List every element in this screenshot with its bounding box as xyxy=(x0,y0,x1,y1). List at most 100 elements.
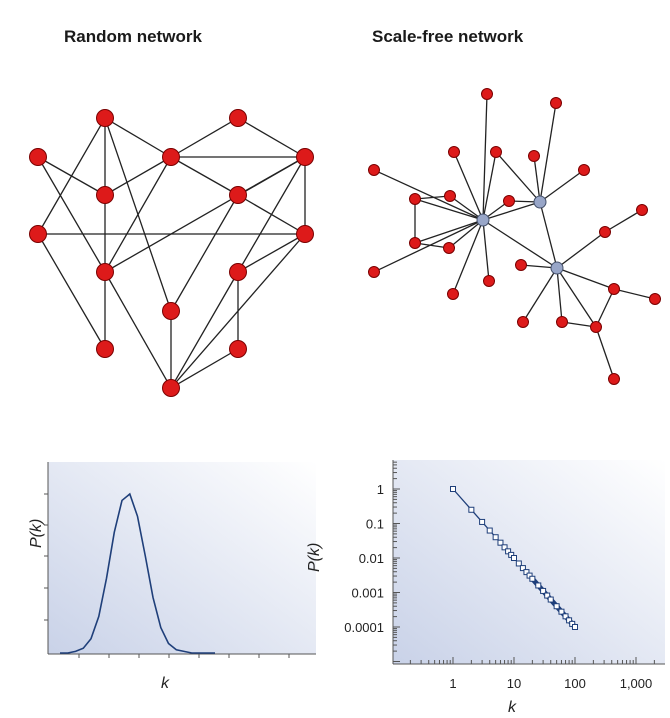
x-tick-label: 1,000 xyxy=(620,676,653,691)
node xyxy=(483,275,495,287)
node xyxy=(368,266,380,278)
scale-free-network-title: Scale-free network xyxy=(372,27,524,46)
node xyxy=(29,148,47,166)
plot-right-ylabel-text: P(k) xyxy=(306,542,323,572)
data-point xyxy=(553,603,560,610)
node xyxy=(229,109,247,127)
data-point xyxy=(566,617,573,624)
data-point xyxy=(497,539,504,546)
edge xyxy=(37,156,106,273)
node xyxy=(550,97,562,109)
x-tick-label: 10 xyxy=(507,676,521,691)
node xyxy=(443,242,455,254)
random-degree-distribution-plot xyxy=(44,462,316,658)
scale-free-degree-distribution-plot: 1 10 100 1,000 1 0.1 0.01 0.001 0.0001 xyxy=(344,460,665,691)
data-point xyxy=(486,527,493,534)
edge xyxy=(482,201,541,221)
data-point xyxy=(501,544,508,551)
edge xyxy=(539,102,557,203)
data-point xyxy=(535,582,542,589)
y-tick-label: 0.0001 xyxy=(344,620,384,635)
edge xyxy=(104,156,172,273)
edge xyxy=(104,156,172,196)
node xyxy=(649,293,661,305)
node xyxy=(481,88,493,100)
edge xyxy=(556,267,597,328)
edge xyxy=(104,117,172,158)
edge xyxy=(522,267,558,323)
node xyxy=(409,193,421,205)
edge xyxy=(539,201,558,269)
edge xyxy=(237,233,306,273)
data-point xyxy=(515,560,522,567)
edge xyxy=(373,219,484,273)
data-point xyxy=(529,575,536,582)
plot-left-background xyxy=(48,462,316,654)
edge xyxy=(237,117,306,158)
node xyxy=(590,321,602,333)
poisson-curve xyxy=(60,492,215,654)
edge xyxy=(482,93,488,221)
edge xyxy=(373,169,484,221)
node xyxy=(444,190,456,202)
edge xyxy=(452,219,484,295)
edge xyxy=(170,348,239,389)
y-tick-label: 0.1 xyxy=(366,517,384,532)
node xyxy=(96,109,114,127)
data-point xyxy=(468,506,475,513)
edge xyxy=(595,288,615,328)
data-point xyxy=(519,565,526,572)
plot-right-tick-labels: 1 10 100 1,000 1 0.1 0.01 0.001 0.0001 xyxy=(344,482,652,691)
edge xyxy=(104,156,306,273)
x-tick-label: 1 xyxy=(449,676,456,691)
edge xyxy=(37,156,106,196)
plot-right-xlabel: k xyxy=(508,699,516,716)
node xyxy=(296,225,314,243)
edge xyxy=(495,151,541,203)
edge xyxy=(556,267,563,323)
node xyxy=(229,186,247,204)
edge xyxy=(595,326,615,380)
node xyxy=(608,283,620,295)
y-tick-label: 1 xyxy=(377,482,384,497)
edge xyxy=(604,209,643,233)
node xyxy=(515,259,527,271)
node xyxy=(556,316,568,328)
plot-right-ylabel: P(k) xyxy=(306,543,324,572)
data-point xyxy=(511,555,517,561)
edge xyxy=(414,198,484,221)
node xyxy=(447,288,459,300)
power-law-markers xyxy=(450,486,578,630)
node xyxy=(517,316,529,328)
node xyxy=(608,373,620,385)
data-point xyxy=(479,518,486,525)
edge xyxy=(170,194,239,312)
hub-node xyxy=(533,195,547,209)
edge xyxy=(170,271,239,389)
edge xyxy=(482,219,490,282)
edge xyxy=(448,219,484,249)
data-point xyxy=(544,592,551,599)
data-point xyxy=(450,486,456,492)
edge xyxy=(104,271,172,389)
node xyxy=(162,379,180,397)
y-tick-label: 0.01 xyxy=(359,551,384,566)
node xyxy=(578,164,590,176)
edge xyxy=(539,169,585,203)
edge xyxy=(170,156,239,196)
node xyxy=(96,263,114,281)
edge xyxy=(482,151,497,221)
data-point xyxy=(540,587,547,594)
node xyxy=(96,186,114,204)
plot-right-background xyxy=(393,460,665,664)
random-network-title: Random network xyxy=(64,27,202,46)
edge xyxy=(556,267,615,290)
edge xyxy=(533,155,541,203)
data-point xyxy=(562,613,569,620)
node xyxy=(296,148,314,166)
plot-left-ticks xyxy=(44,462,316,658)
edge xyxy=(613,288,656,300)
edge xyxy=(482,219,558,269)
node xyxy=(409,237,421,249)
data-point xyxy=(558,608,565,615)
